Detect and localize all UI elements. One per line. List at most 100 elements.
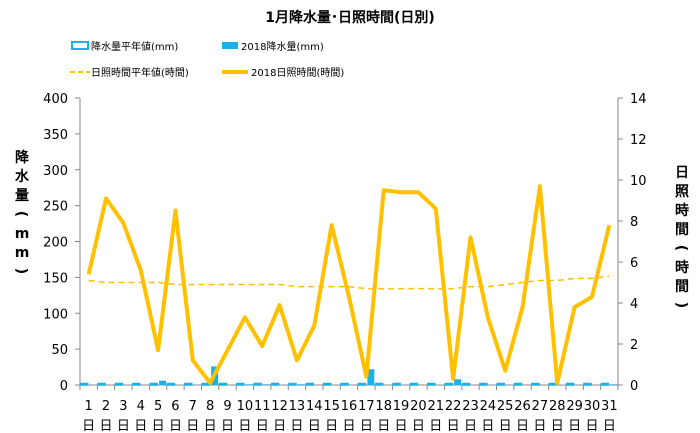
legend-label-sunshine-2018: 2018日照時間(時間) xyxy=(251,67,344,79)
x-tick-label: 30 xyxy=(584,399,601,414)
x-tick-label: 14 xyxy=(306,399,323,414)
bar-precip-normal xyxy=(600,382,610,386)
x-tick-suffix: 日 xyxy=(186,419,199,433)
x-tick-label: 22 xyxy=(445,399,462,414)
x-tick-label: 27 xyxy=(532,399,549,414)
y-axis-label-right-char: 照 xyxy=(675,184,689,200)
x-tick-suffix: 日 xyxy=(238,419,251,433)
x-tick-suffix: 日 xyxy=(204,419,217,433)
bar-precip-normal xyxy=(531,382,540,386)
x-tick-suffix: 日 xyxy=(395,419,408,433)
x-tick-suffix: 日 xyxy=(273,419,286,433)
right-tick-label: 14 xyxy=(630,92,647,107)
x-tick-label: 20 xyxy=(410,399,427,414)
x-tick-label: 28 xyxy=(549,399,566,414)
bars xyxy=(79,366,618,386)
legend: 降水量平年値(mm) 2018降水量(mm) 日照時間平年値(時間) 2018日… xyxy=(70,40,344,79)
bar-precip-normal xyxy=(392,382,401,386)
left-tick-label: 250 xyxy=(43,200,68,215)
x-tick-suffix: 日 xyxy=(481,419,494,433)
bar-precip-normal xyxy=(548,382,558,386)
line-sunshine-normal xyxy=(88,275,610,290)
left-axis-ticks: 0 50 100 150 200 250 300 350 400 xyxy=(43,92,80,394)
bar-precip-normal xyxy=(79,382,89,386)
left-tick-label: 200 xyxy=(43,236,68,251)
bar-precip-normal xyxy=(496,382,505,386)
x-tick-label: 19 xyxy=(393,399,410,414)
left-tick-label: 0 xyxy=(60,379,68,394)
bar-precip-2018 xyxy=(367,369,375,385)
x-tick-suffix: 日 xyxy=(100,419,113,433)
x-tick-suffix: 日 xyxy=(325,419,338,433)
x-tick-label: 8 xyxy=(206,399,214,414)
bar-precip-normal xyxy=(253,382,262,386)
bar-precip-2018 xyxy=(263,384,271,385)
y-axis-label-left-char: m xyxy=(15,245,30,261)
x-tick-suffix: 日 xyxy=(256,419,269,433)
right-axis-ticks: 0 2 4 6 8 10 12 14 xyxy=(618,92,647,394)
x-tick-suffix: 日 xyxy=(360,419,373,433)
legend-label-precip-2018: 2018降水量(mm) xyxy=(241,40,324,53)
bar-precip-normal xyxy=(357,382,367,386)
legend-label-precip-normal: 降水量平年値(mm) xyxy=(91,40,178,53)
y-axis-label-left: 降水量 (mm) xyxy=(13,149,30,274)
right-tick-label: 12 xyxy=(630,133,647,148)
legend-marker-precip-2018 xyxy=(222,42,238,49)
y-axis-label-left-char: 水 xyxy=(15,168,30,185)
x-tick-label: 5 xyxy=(154,399,162,414)
bar-precip-normal xyxy=(444,382,453,386)
bar-precip-normal xyxy=(374,382,384,386)
bar-precip-normal xyxy=(513,382,523,386)
x-tick-label: 10 xyxy=(237,399,254,414)
x-tick-label: 18 xyxy=(375,399,392,414)
bar-precip-normal xyxy=(565,382,575,386)
y-axis-label-left-char: ( xyxy=(13,211,29,217)
x-tick-label: 4 xyxy=(137,399,145,414)
x-tick-suffix: 日 xyxy=(117,419,130,433)
bar-precip-normal xyxy=(97,382,106,386)
x-tick-label: 3 xyxy=(119,399,127,414)
bar-precip-normal xyxy=(427,382,436,386)
x-tick-label: 12 xyxy=(271,399,288,414)
x-tick-suffix: 日 xyxy=(551,419,564,433)
bar-precip-normal xyxy=(583,382,592,386)
x-tick-suffix: 日 xyxy=(429,419,442,433)
bar-precip-normal xyxy=(184,382,193,386)
x-tick-suffix: 日 xyxy=(447,419,460,433)
x-tick-label: 7 xyxy=(189,399,197,414)
x-tick-label: 31 xyxy=(601,399,618,414)
x-tick-suffix: 日 xyxy=(308,419,321,433)
y-axis-label-right-char: ) xyxy=(673,302,689,308)
x-tick-label: 1 xyxy=(85,399,93,414)
legend-marker-precip-normal xyxy=(71,41,89,50)
x-tick-suffix: 日 xyxy=(82,419,95,433)
x-tick-suffix: 日 xyxy=(152,419,165,433)
y-axis-label-right-char: 時 xyxy=(675,202,689,219)
right-tick-label: 6 xyxy=(630,256,638,271)
x-tick-label: 13 xyxy=(289,399,306,414)
right-tick-label: 4 xyxy=(630,297,638,312)
bar-precip-normal xyxy=(340,382,349,386)
x-tick-label: 21 xyxy=(428,399,445,414)
left-tick-label: 50 xyxy=(51,343,68,358)
x-tick-suffix: 日 xyxy=(585,419,598,433)
x-tick-label: 15 xyxy=(323,399,340,414)
bar-precip-normal xyxy=(270,382,280,386)
y-axis-label-left-char: 量 xyxy=(15,188,29,204)
bar-precip-normal xyxy=(461,382,471,386)
left-tick-label: 300 xyxy=(43,164,68,179)
x-tick-label: 29 xyxy=(566,399,583,414)
x-tick-label: 23 xyxy=(462,399,479,414)
right-tick-label: 10 xyxy=(630,174,647,189)
x-tick-label: 24 xyxy=(480,399,497,414)
right-tick-label: 2 xyxy=(630,338,638,353)
x-tick-suffix: 日 xyxy=(377,419,390,433)
x-tick-suffix: 日 xyxy=(412,419,425,433)
right-tick-label: 8 xyxy=(630,215,638,230)
x-tick-label: 6 xyxy=(171,399,179,414)
bar-precip-normal xyxy=(166,382,176,386)
x-tick-label: 16 xyxy=(341,399,358,414)
lines xyxy=(86,184,612,385)
bar-precip-normal xyxy=(201,382,210,386)
bar-precip-normal xyxy=(479,382,488,386)
